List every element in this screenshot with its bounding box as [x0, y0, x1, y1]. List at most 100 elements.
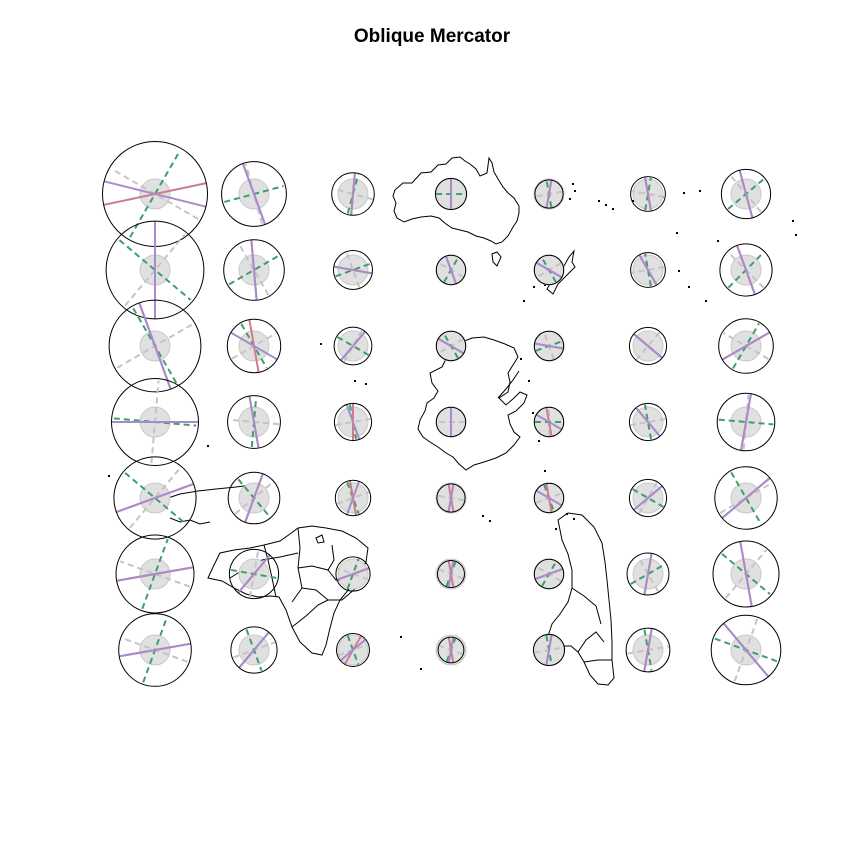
island-speck	[533, 286, 535, 288]
parallel-line	[643, 628, 653, 672]
parallel-line	[721, 477, 771, 519]
indicatrix	[333, 250, 373, 290]
parallel-line	[230, 331, 278, 361]
indicatrix	[111, 378, 199, 466]
indicatrix-ellipse	[333, 326, 373, 366]
min-distortion-axis	[119, 560, 191, 588]
indicatrix	[333, 402, 373, 442]
indicatrix	[115, 534, 195, 614]
parallel-line	[116, 566, 194, 582]
max-distortion-axis	[718, 418, 774, 426]
island-speck	[523, 300, 525, 302]
indicatrix-ellipse	[115, 534, 195, 614]
indicatrix-ellipse	[630, 252, 666, 288]
max-distortion-axis	[118, 239, 192, 301]
min-distortion-axis	[124, 233, 186, 307]
island-speck	[717, 240, 719, 242]
border-africa-4	[297, 544, 335, 571]
parallel-line	[635, 407, 661, 437]
indicatrix-ellipse	[435, 330, 467, 362]
indicatrix	[435, 558, 467, 590]
parallel-line	[535, 413, 563, 431]
island-speck	[705, 300, 707, 302]
island-speck	[365, 383, 367, 385]
indicatrix	[630, 252, 666, 288]
indicatrix	[625, 627, 671, 673]
tissot-indicatrices	[102, 141, 782, 687]
indicatrix	[227, 395, 281, 449]
parallel-line	[336, 567, 370, 581]
parallel-line	[633, 485, 663, 511]
indicatrix-ellipse	[331, 172, 375, 216]
island-speck	[108, 475, 110, 477]
indicatrix-ellipse	[628, 402, 668, 442]
indicatrix	[227, 471, 281, 525]
coastline-australia	[392, 156, 520, 245]
indicatrix	[533, 330, 565, 362]
parallel-line	[333, 265, 373, 275]
island-speck	[489, 520, 491, 522]
indicatrix-ellipse	[333, 250, 373, 290]
indicatrix-ellipse	[628, 478, 668, 518]
indicatrix-ellipse	[719, 243, 773, 297]
indicatrix	[712, 540, 780, 608]
parallel-line	[103, 180, 207, 208]
min-distortion-axis	[343, 329, 363, 363]
border-south-america-1	[571, 587, 602, 625]
indicatrix-ellipse	[714, 466, 778, 530]
parallel-line	[534, 568, 564, 580]
island-speck	[544, 284, 546, 286]
max-distortion-axis	[141, 538, 169, 610]
indicatrix-ellipse	[333, 402, 373, 442]
indicatrix-ellipse	[434, 177, 468, 211]
parallel-line	[250, 239, 258, 301]
min-distortion-axis	[336, 491, 370, 505]
parallel-line	[740, 393, 752, 451]
island-speck	[573, 518, 575, 520]
indicatrix	[226, 318, 282, 374]
island-speck	[612, 208, 614, 210]
parallel-line	[633, 333, 663, 359]
indicatrix	[533, 254, 565, 286]
indicatrix	[628, 478, 668, 518]
indicatrix	[331, 172, 375, 216]
coastline-africa	[207, 525, 369, 656]
indicatrix	[710, 614, 782, 686]
indicatrix	[435, 406, 467, 438]
border-africa-7	[291, 599, 329, 628]
indicatrix	[113, 456, 197, 540]
min-distortion-axis	[742, 394, 750, 450]
min-distortion-axis	[630, 417, 666, 427]
max-distortion-axis	[124, 472, 186, 524]
max-distortion-axis	[644, 253, 652, 287]
border-south-america-2	[577, 631, 605, 653]
min-distortion-axis	[631, 190, 665, 198]
indicatrix-ellipse	[533, 406, 565, 438]
indicatrix	[719, 243, 773, 297]
indicatrix-ellipse	[533, 482, 565, 514]
indicatrix-ellipse	[105, 220, 205, 320]
indicatrix-ellipse	[533, 254, 565, 286]
parallel-line	[447, 483, 455, 513]
island-speck	[538, 440, 540, 442]
island-speck	[574, 190, 576, 192]
parallel-line	[534, 342, 564, 350]
indicatrix-ellipse	[712, 540, 780, 608]
coastline-antarctic-peninsula	[497, 370, 520, 399]
indicatrix	[533, 178, 565, 210]
indicatrix-ellipse	[227, 395, 281, 449]
indicatrix-ellipse	[437, 636, 465, 664]
island-speck	[792, 220, 794, 222]
parallel-line	[345, 404, 361, 440]
min-distortion-axis	[111, 168, 199, 220]
max-distortion-axis	[336, 336, 370, 356]
indicatrix-ellipse	[108, 299, 202, 393]
parallel-line	[119, 642, 191, 658]
parallel-line	[445, 255, 457, 285]
indicatrix-ellipse	[710, 614, 782, 686]
indicatrix-ellipse	[335, 556, 371, 592]
parallel-line	[350, 172, 356, 216]
indicatrix	[626, 552, 670, 596]
indicatrix-ellipse	[435, 254, 467, 286]
indicatrix-ellipse	[532, 633, 566, 667]
